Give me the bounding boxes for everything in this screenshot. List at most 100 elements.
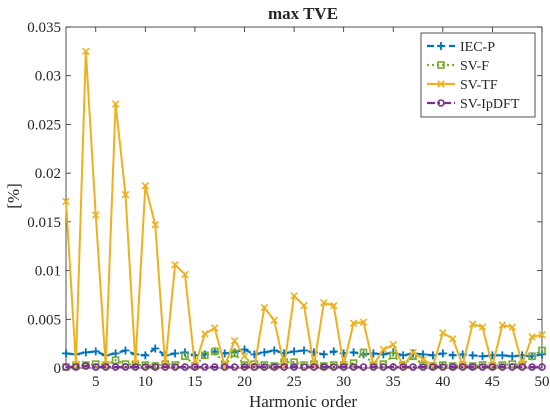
data-point-sv-ipdft [518,363,526,371]
data-point-sv-ipdft [131,363,140,371]
legend-label-sv-ipdft: SV-IpDFT [460,97,520,112]
data-point-sv-f [201,351,209,360]
data-point-sv-f [230,349,239,358]
data-point-sv-ipdft [538,363,546,371]
data-point-sv-ipdft [210,363,219,371]
y-tick-label: 0.025 [27,117,61,133]
data-point-sv-ipdft [300,363,308,371]
x-tick-label: 45 [485,374,500,390]
data-point-iec-p [319,350,328,359]
data-point-sv-tf [111,100,120,108]
x-tick-label: 10 [138,374,153,390]
data-point-sv-tf [448,335,457,343]
data-point-sv-f [210,347,219,356]
data-point-sv-ipdft [230,363,239,371]
y-tick-label: 0.005 [27,312,61,328]
data-point-sv-ipdft [161,363,169,371]
data-point-iec-p [171,349,180,358]
data-point-iec-p [111,349,120,358]
data-point-iec-p [141,351,150,360]
data-point-iec-p [349,348,358,357]
data-point-iec-p [240,345,249,354]
data-point-sv-ipdft [349,363,358,371]
data-point-sv-tf [201,330,209,338]
x-tick-label: 5 [92,374,100,390]
data-point-sv-ipdft [121,363,130,371]
x-tick-label: 35 [386,374,401,390]
data-point-sv-tf [290,292,298,300]
data-point-sv-tf [181,270,189,279]
data-point-sv-ipdft [270,363,279,371]
data-point-iec-p [181,348,189,357]
data-point-sv-tf [82,47,90,56]
data-point-sv-tf [478,323,487,331]
data-point-sv-tf [379,345,388,354]
data-point-sv-ipdft [72,363,80,371]
legend: IEC-P SV-F SV-TF SV-IpDFT [420,32,536,118]
data-point-sv-ipdft [260,363,269,371]
data-point-iec-p [62,349,70,358]
data-point-sv-ipdft [419,363,427,371]
data-point-sv-tf [240,352,249,361]
data-point-sv-tf [498,321,507,329]
data-point-sv-ipdft [250,363,259,371]
data-point-sv-tf [230,336,239,345]
data-point-sv-ipdft [488,363,497,371]
y-tick-label: 0.02 [35,166,61,182]
data-point-iec-p [508,352,517,361]
data-point-sv-tf [468,320,477,328]
data-point-sv-ipdft [220,363,229,371]
data-point-iec-p [81,348,90,357]
data-point-sv-ipdft [320,363,328,371]
data-point-sv-tf [409,348,417,357]
data-point-iec-p [329,347,338,356]
data-point-sv-tf [260,303,269,312]
data-point-sv-tf [270,316,279,325]
series-sv-ipdft [62,362,546,371]
data-point-iec-p [270,346,279,355]
data-point-iec-p [121,346,130,355]
data-point-sv-tf [300,301,308,310]
data-point-sv-tf [329,301,338,310]
data-point-sv-f [508,360,517,368]
data-point-sv-tf [141,182,150,190]
series-sv-tf [62,47,546,371]
y-tick-label: 0 [54,361,62,377]
data-point-sv-ipdft [290,363,298,371]
data-point-sv-tf [62,197,70,206]
data-point-sv-ipdft [82,362,90,370]
data-point-iec-p [478,352,487,361]
x-axis-label: Harmonic order [249,392,357,411]
data-point-sv-ipdft [310,363,318,371]
data-point-sv-tf [419,355,427,363]
data-point-sv-ipdft [409,363,417,371]
data-point-sv-f [528,352,536,361]
data-point-sv-ipdft [498,363,507,371]
data-point-sv-f [290,358,298,366]
data-point-sv-tf [458,361,467,369]
data-point-sv-f [389,351,398,360]
series-line-sv-ipdft [66,364,542,369]
data-point-sv-ipdft [458,363,467,371]
data-point-sv-f [111,356,120,365]
data-point-iec-p [399,351,408,360]
data-point-sv-tf [528,333,536,341]
data-point-iec-p [260,348,269,357]
data-point-sv-ipdft [171,363,179,371]
x-tick-label: 25 [287,374,302,390]
x-tick-label: 30 [336,374,351,390]
legend-marker-sv-ipdft [437,99,445,107]
data-point-sv-tf [359,318,368,326]
data-point-iec-p [290,347,299,356]
data-point-sv-tf [508,323,517,331]
data-point-sv-ipdft [280,363,288,371]
data-point-sv-tf [389,340,398,349]
data-point-sv-ipdft [62,363,70,371]
data-point-sv-tf [91,211,100,219]
legend-marker-sv-f [437,61,445,69]
data-point-sv-ipdft [191,363,199,371]
data-point-sv-tf [171,260,179,269]
data-point-sv-ipdft [151,363,160,371]
data-point-sv-f [379,360,388,368]
